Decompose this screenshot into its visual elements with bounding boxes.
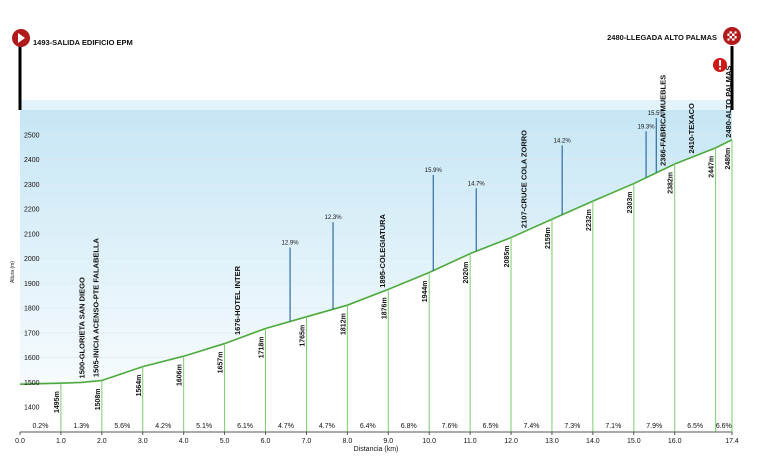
- km-elevation-label: 1508m: [95, 388, 102, 410]
- x-tick-label: 2.0: [97, 438, 107, 445]
- axes: 1400 1500 1600 1700 1800 1900 2000 2100 2200 2300…: [15, 132, 739, 445]
- segment-grade-label: 5.1%: [196, 423, 212, 430]
- x-tick-label: 10.0: [422, 438, 436, 445]
- waypoint-label: 2480-ALTO PALMAS: [724, 66, 733, 138]
- segment-grade-label: 6.8%: [401, 423, 417, 430]
- y-tick-label: 2400: [24, 157, 40, 164]
- y-tick-label: 1800: [24, 306, 40, 313]
- max-grade-label: 14.2%: [554, 138, 572, 144]
- x-tick-label: 4.0: [179, 438, 189, 445]
- waypoint-label: 1895-COLEGIATURA: [378, 214, 387, 288]
- y-tick-label: 2200: [24, 207, 40, 214]
- x-tick-label: 1.0: [56, 438, 66, 445]
- y-tick-label: 1900: [24, 281, 40, 288]
- segment-grade-label: 7.4%: [524, 423, 540, 430]
- x-tick-label: 8.0: [342, 438, 352, 445]
- segment-grade-label: 6.6%: [716, 423, 732, 430]
- km-elevation-label: 1765m: [299, 325, 306, 347]
- km-elevation-label: 2232m: [586, 209, 593, 231]
- waypoint-label: 1676-HOTEL INTER: [233, 265, 242, 335]
- y-axis-label: Altura (m): [10, 261, 16, 283]
- x-tick-label: 14.0: [586, 438, 600, 445]
- y-tick-label: 1400: [24, 405, 40, 412]
- waypoint-label: 1505-INICIA ACENSO-PTE FALABELLA: [92, 237, 101, 377]
- y-tick-label: 1600: [24, 355, 40, 362]
- km-elevation-label: 1876m: [381, 297, 388, 319]
- waypoint-labels: 1500-GLORIETA SAN DIEGO 1505-INICIA ACENS…: [77, 66, 733, 379]
- max-grade-label: 15.9%: [425, 168, 443, 174]
- km-elevation-label: 1812m: [340, 313, 347, 335]
- km-elevation-label: 1495m: [54, 391, 61, 413]
- y-tick-label: 1700: [24, 330, 40, 337]
- y-tick-label: 2000: [24, 256, 40, 263]
- km-elevation-label: 2020m: [463, 262, 470, 284]
- x-tick-label: 0.0: [15, 438, 25, 445]
- segment-grade-label: 0.2%: [32, 423, 48, 430]
- segment-grade-label: 6.5%: [483, 423, 499, 430]
- x-tick-label: 3.0: [138, 438, 148, 445]
- x-tick-label: 11.0: [464, 438, 477, 445]
- km-elevation-label: 1606m: [177, 364, 184, 386]
- km-elevation-label: 1657m: [218, 352, 225, 374]
- x-tick-label: 9.0: [383, 438, 393, 445]
- km-elevation-label: 1564m: [136, 375, 143, 397]
- segment-grade-label: 4.7%: [278, 423, 294, 430]
- km-elevation-label: 1718m: [259, 336, 266, 358]
- max-grade-label: 15.5%: [648, 111, 666, 117]
- start-label: 1493-SALIDA EDIFICIO EPM: [33, 38, 133, 47]
- km-elevation-label: 1944m: [422, 280, 429, 302]
- x-tick-label: 16.0: [668, 438, 682, 445]
- x-tick-label: 12.0: [504, 438, 518, 445]
- segment-grade-label: 1.3%: [73, 423, 89, 430]
- waypoint-label: 2107-CRUCE COLA ZORRO: [519, 130, 528, 228]
- y-tick-label: 2500: [24, 132, 40, 139]
- segment-grade-label: 7.9%: [646, 423, 662, 430]
- max-grade-label: 12.3%: [325, 215, 343, 221]
- waypoint-label: 2410-TEXACO: [687, 103, 696, 154]
- km-elevation-label: 2303m: [627, 192, 634, 214]
- waypoint-label: 1500-GLORIETA SAN DIEGO: [77, 277, 86, 378]
- finish-label: 2480-LLEGADA ALTO PALMAS: [607, 33, 717, 42]
- x-tick-label: 17.4: [725, 438, 739, 445]
- km-elevation-label: 2085m: [504, 246, 511, 268]
- waypoint-label: 2366-FABRICA MUEBLES: [658, 75, 667, 166]
- x-tick-label: 6.0: [261, 438, 271, 445]
- max-grade-label: 12.9%: [282, 240, 300, 246]
- start-arrow-icon: [18, 33, 25, 43]
- segment-grade-label: 7.1%: [605, 423, 621, 430]
- x-tick-label: 15.0: [627, 438, 641, 445]
- max-grade-label: 19.3%: [638, 124, 656, 130]
- x-tick-label: 7.0: [302, 438, 312, 445]
- x-tick-label: 5.0: [220, 438, 230, 445]
- segment-grade-label: 6.5%: [687, 423, 703, 430]
- km-markers: 1495m 1508m 1564m 1606m 1657m 1718m 1765m 1812m…: [54, 139, 733, 432]
- segment-grade-label: 6.1%: [237, 423, 253, 430]
- segment-grade-label: 4.7%: [319, 423, 335, 430]
- segment-grade-label: 6.4%: [360, 423, 376, 430]
- x-axis-label: Distancia (km): [354, 446, 399, 453]
- y-tick-label: 2100: [24, 231, 40, 238]
- segment-grade-label: 4.2%: [155, 423, 171, 430]
- segment-grade-label: 7.6%: [442, 423, 458, 430]
- max-grade-label: 14.7%: [468, 181, 486, 187]
- km-elevation-label: 2480m: [725, 148, 732, 170]
- km-elevation-label: 2382m: [668, 172, 675, 194]
- km-elevation-label: 2159m: [545, 227, 552, 249]
- profile-fill: [20, 139, 732, 432]
- max-grade-markers: 12.9% 12.3% 15.9% 14.7% 14.2% 19.3% 15.5%: [282, 111, 666, 322]
- segment-grade-label: 7.3%: [564, 423, 580, 430]
- segment-grade-label: 5.6%: [114, 423, 130, 430]
- km-elevation-label: 2447m: [709, 156, 716, 178]
- y-tick-label: 1500: [24, 380, 40, 387]
- header-band: [20, 100, 732, 110]
- y-tick-label: 2300: [24, 182, 40, 189]
- x-tick-label: 13.0: [545, 438, 559, 445]
